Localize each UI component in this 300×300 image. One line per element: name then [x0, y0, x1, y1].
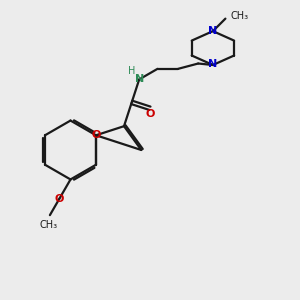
Text: N: N	[135, 74, 144, 84]
Text: O: O	[146, 109, 155, 118]
Text: H: H	[128, 66, 136, 76]
Text: N: N	[208, 26, 218, 35]
Text: CH₃: CH₃	[231, 11, 249, 21]
Text: O: O	[55, 194, 64, 204]
Text: O: O	[91, 130, 101, 140]
Text: N: N	[208, 59, 218, 69]
Text: CH₃: CH₃	[39, 220, 58, 230]
